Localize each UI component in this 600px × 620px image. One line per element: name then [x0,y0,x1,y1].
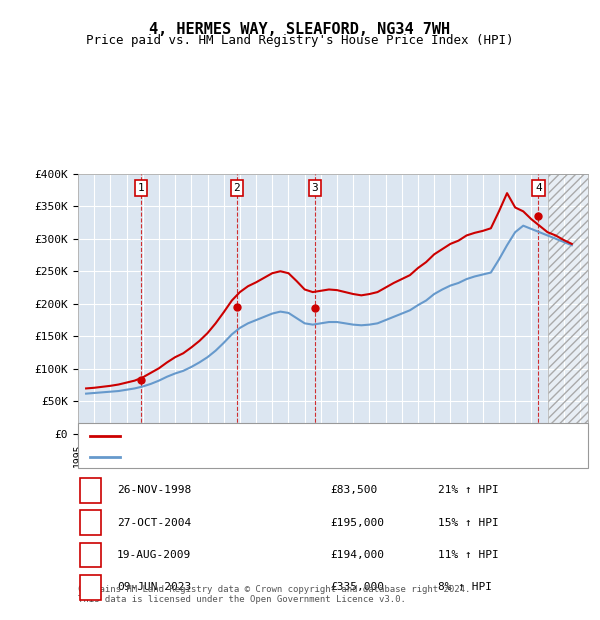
Text: 2: 2 [233,183,241,193]
Text: Price paid vs. HM Land Registry's House Price Index (HPI): Price paid vs. HM Land Registry's House … [86,34,514,47]
Text: 3: 3 [87,550,94,560]
Bar [548,174,588,434]
Text: 09-JUN-2023: 09-JUN-2023 [117,582,191,592]
Text: 21% ↑ HPI: 21% ↑ HPI [438,485,499,495]
Text: 3: 3 [311,183,318,193]
Text: £335,000: £335,000 [330,582,384,592]
Text: 4: 4 [535,183,542,193]
Text: 1: 1 [87,485,94,495]
Text: HPI: Average price, detached house, North Kesteven: HPI: Average price, detached house, Nort… [129,452,442,462]
Text: Contains HM Land Registry data © Crown copyright and database right 2024.
This d: Contains HM Land Registry data © Crown c… [78,585,470,604]
Bar [548,174,588,434]
Text: 27-OCT-2004: 27-OCT-2004 [117,518,191,528]
Text: 15% ↑ HPI: 15% ↑ HPI [438,518,499,528]
Text: 4: 4 [87,582,94,592]
Text: 26-NOV-1998: 26-NOV-1998 [117,485,191,495]
Text: 8% ↑ HPI: 8% ↑ HPI [438,582,492,592]
Text: 2: 2 [87,518,94,528]
Text: £195,000: £195,000 [330,518,384,528]
Text: 4, HERMES WAY, SLEAFORD, NG34 7WH (detached house): 4, HERMES WAY, SLEAFORD, NG34 7WH (detac… [129,430,442,441]
Text: 1: 1 [138,183,145,193]
Text: £83,500: £83,500 [330,485,377,495]
Text: 19-AUG-2009: 19-AUG-2009 [117,550,191,560]
Text: 11% ↑ HPI: 11% ↑ HPI [438,550,499,560]
Text: 4, HERMES WAY, SLEAFORD, NG34 7WH: 4, HERMES WAY, SLEAFORD, NG34 7WH [149,22,451,37]
Text: £194,000: £194,000 [330,550,384,560]
